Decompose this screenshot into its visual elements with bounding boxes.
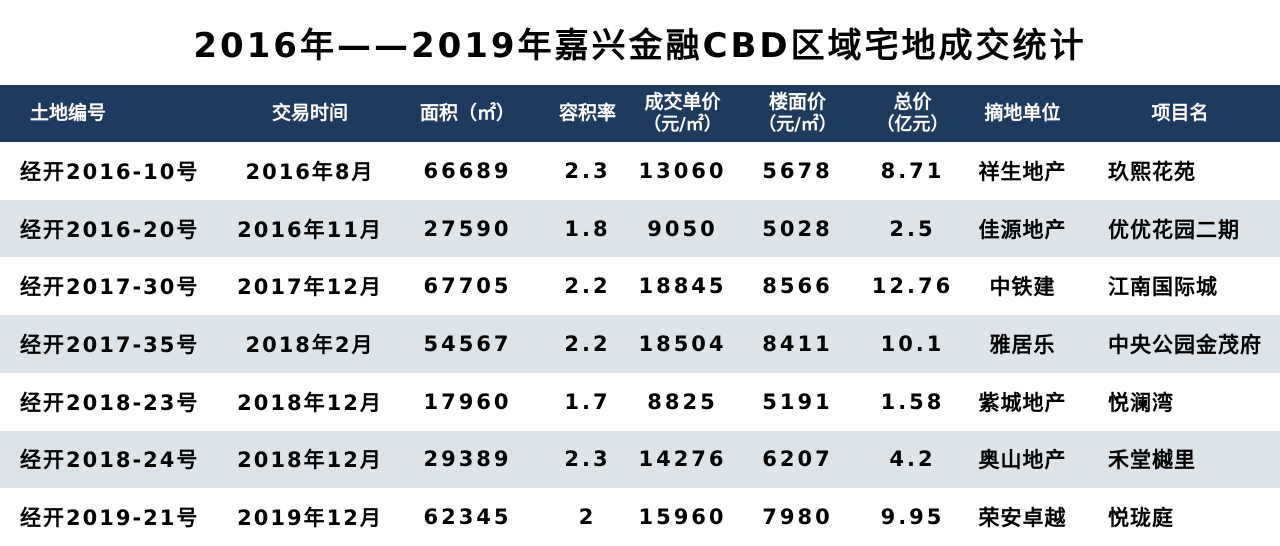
cell-project: 中央公园金茂府 — [1108, 333, 1262, 358]
cell-area: 54567 — [423, 332, 512, 357]
cell-buyer: 雅居乐 — [989, 333, 1056, 358]
header-unit-price: 成交单价 （元/㎡） — [630, 91, 735, 135]
cell-floor-price: 8411 — [762, 332, 833, 357]
table-body: 经开2016-10号 2016年8月 66689 2.3 13060 5678 8.71 祥生… — [0, 142, 1280, 546]
cell-far: 1.7 — [564, 389, 611, 414]
header-far: 容积率 — [545, 102, 630, 125]
cell-unit-price: 14276 — [638, 447, 727, 472]
header-area: 面积（㎡） — [390, 102, 545, 125]
cell-project: 悦珑庭 — [1108, 506, 1174, 531]
cell-area: 29389 — [423, 447, 512, 472]
cell-date: 2016年11月 — [237, 217, 383, 242]
cell-unit-price: 9050 — [647, 216, 718, 241]
cell-total-price: 9.95 — [880, 505, 945, 530]
cell-land-id: 经开2016-20号 — [20, 217, 200, 242]
cell-area: 17960 — [423, 389, 512, 414]
cell-floor-price: 5028 — [762, 216, 833, 241]
cell-date: 2016年8月 — [245, 159, 375, 184]
header-buyer: 摘地单位 — [965, 102, 1080, 125]
cell-buyer: 佳源地产 — [978, 217, 1067, 242]
cell-buyer: 奥山地产 — [978, 448, 1067, 473]
cell-area: 62345 — [423, 505, 512, 530]
cell-total-price: 2.5 — [889, 216, 936, 241]
header-label: 楼面价 — [768, 91, 826, 114]
header-land-id: 土地编号 — [0, 102, 230, 125]
cell-total-price: 8.71 — [880, 158, 945, 183]
cell-buyer: 荣安卓越 — [978, 506, 1067, 531]
cell-floor-price: 7980 — [762, 505, 833, 530]
table-row: 经开2018-23号 2018年12月 17960 1.7 8825 5191 1.58 紫城… — [0, 372, 1280, 431]
cell-land-id: 经开2017-35号 — [20, 333, 200, 358]
cell-far: 1.8 — [564, 216, 611, 241]
cell-buyer: 紫城地产 — [978, 390, 1067, 415]
header-unit-label: （亿元） — [876, 114, 949, 136]
cell-unit-price: 8825 — [647, 389, 718, 414]
cell-date: 2019年12月 — [237, 506, 383, 531]
cell-date: 2017年12月 — [237, 275, 383, 300]
header-label: 摘地单位 — [984, 102, 1061, 125]
cell-land-id: 经开2017-30号 — [20, 275, 200, 300]
header-unit-label: （元/㎡） — [643, 114, 722, 136]
cell-buyer: 祥生地产 — [978, 159, 1067, 184]
table-header-row: 土地编号 交易时间 面积（㎡） 容积率 成交单价 （元/㎡） 楼面价 （元/㎡） 总… — [0, 85, 1280, 142]
cell-land-id: 经开2018-23号 — [20, 390, 200, 415]
header-label: 面积（㎡） — [419, 102, 515, 125]
cell-date: 2018年12月 — [237, 390, 383, 415]
cell-unit-price: 13060 — [638, 158, 727, 183]
cell-floor-price: 8566 — [762, 274, 833, 299]
cell-total-price: 4.2 — [889, 447, 936, 472]
header-date: 交易时间 — [230, 102, 390, 125]
cell-far: 2.2 — [564, 332, 611, 357]
header-floor-price: 楼面价 （元/㎡） — [735, 91, 860, 135]
header-label: 项目名 — [1151, 102, 1209, 125]
cell-far: 2 — [578, 505, 597, 530]
cell-far: 2.2 — [564, 274, 611, 299]
cell-total-price: 12.76 — [871, 274, 954, 299]
cell-land-id: 经开2016-10号 — [20, 159, 200, 184]
cell-floor-price: 5191 — [762, 389, 833, 414]
title-bar: 2016年——2019年嘉兴金融CBD区域宅地成交统计 — [0, 0, 1280, 85]
cell-unit-price: 15960 — [638, 505, 727, 530]
header-unit-label: （元/㎡） — [758, 114, 837, 136]
cell-project: 优优花园二期 — [1108, 217, 1240, 242]
header-label: 总价 — [893, 91, 932, 114]
cell-floor-price: 6207 — [762, 447, 833, 472]
cell-land-id: 经开2018-24号 — [20, 448, 200, 473]
cell-land-id: 经开2019-21号 — [20, 506, 200, 531]
table-row: 经开2019-21号 2019年12月 62345 2 15960 7980 9.95 荣安卓… — [0, 488, 1280, 546]
cell-project: 玖熙花苑 — [1108, 159, 1196, 184]
cell-date: 2018年2月 — [245, 333, 375, 358]
header-label: 土地编号 — [30, 102, 107, 125]
table-row: 经开2016-20号 2016年11月 27590 1.8 9050 5028 2.5 佳源地… — [0, 199, 1280, 258]
table-row: 经开2017-30号 2017年12月 67705 2.2 18845 8566 12.76… — [0, 257, 1280, 316]
page-title: 2016年——2019年嘉兴金融CBD区域宅地成交统计 — [193, 26, 1087, 66]
cell-date: 2018年12月 — [237, 448, 383, 473]
header-label: 容积率 — [558, 102, 616, 125]
cell-far: 2.3 — [564, 447, 611, 472]
table-row: 经开2017-35号 2018年2月 54567 2.2 18504 8411 10.1 雅居… — [0, 315, 1280, 373]
header-total-price: 总价 （亿元） — [860, 91, 965, 135]
cell-unit-price: 18504 — [638, 332, 727, 357]
table-row: 经开2016-10号 2016年8月 66689 2.3 13060 5678 8.71 祥生… — [0, 142, 1280, 200]
cell-unit-price: 18845 — [638, 274, 727, 299]
cell-area: 66689 — [423, 158, 512, 183]
cell-project: 江南国际城 — [1108, 275, 1218, 300]
cell-project: 悦澜湾 — [1108, 390, 1174, 415]
cell-project: 禾堂樾里 — [1108, 448, 1196, 473]
cell-floor-price: 5678 — [762, 158, 833, 183]
table-row: 经开2018-24号 2018年12月 29389 2.3 14276 6207 4.2 奥山… — [0, 430, 1280, 489]
header-project: 项目名 — [1080, 102, 1280, 125]
cell-area: 67705 — [423, 274, 512, 299]
cell-far: 2.3 — [564, 158, 611, 183]
cell-total-price: 1.58 — [880, 389, 945, 414]
header-label: 交易时间 — [271, 102, 348, 125]
cell-area: 27590 — [423, 216, 512, 241]
header-label: 成交单价 — [644, 91, 721, 114]
cell-total-price: 10.1 — [880, 332, 945, 357]
cell-buyer: 中铁建 — [989, 275, 1056, 300]
